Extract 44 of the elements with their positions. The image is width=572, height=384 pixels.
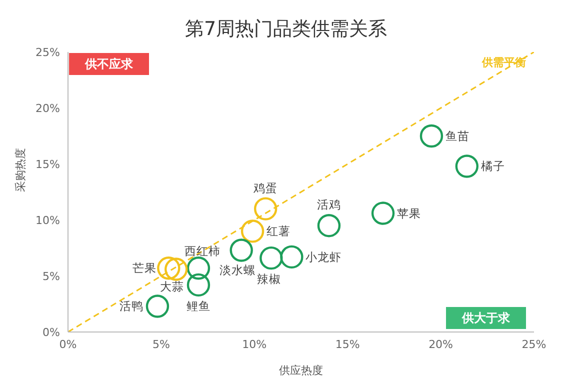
point [280,245,304,269]
annotation: 供不应求 [69,53,149,75]
annotation: 橘子 [480,159,505,174]
annotation: 辣椒 [257,272,282,286]
point [186,256,210,280]
x-tick-label: 5% [152,338,170,351]
y-axis-title: 采购热度 [14,148,27,192]
point [420,124,444,148]
x-tick-label: 0% [59,338,77,351]
annotation: 活鸭 [119,299,144,314]
x-tick-label: 20% [428,338,454,351]
point [157,256,180,280]
annotation: 淡水螺 [219,263,256,278]
annotation: 鱼苗 [445,129,470,143]
point [371,202,395,225]
chart-title: 第7周热门品类供需关系 [184,17,388,42]
annotation: 供大于求 [446,307,526,329]
y-tick-label: 5% [42,270,60,283]
point [455,154,478,178]
point [260,246,283,270]
point [186,273,210,297]
x-tick-label: 25% [522,338,546,351]
y-tick-label: 25% [36,46,60,59]
annotation: 小龙虾 [306,250,342,264]
y-tick-label: 0% [42,326,60,339]
annotation: 大蒜 [160,279,184,294]
x-axis-title: 供应热度 [279,364,323,377]
point [317,214,341,238]
annotation: 活鸡 [316,198,341,212]
annotation: 苹果 [397,206,422,220]
point [254,197,278,220]
point [146,294,170,318]
annotation: 鸡蛋 [252,180,278,195]
point [164,258,188,281]
y-tick-label: 20% [36,102,60,115]
y-tick-label: 15% [36,158,60,171]
x-tick-label: 10% [242,338,267,351]
point [230,238,253,262]
annotation: 红薯 [266,224,291,238]
x-tick-label: 15% [335,338,360,351]
point [240,220,264,243]
annotation: 芒果 [132,261,157,276]
y-tick-label: 10% [36,214,60,227]
annotation: 鲤鱼 [186,298,210,313]
